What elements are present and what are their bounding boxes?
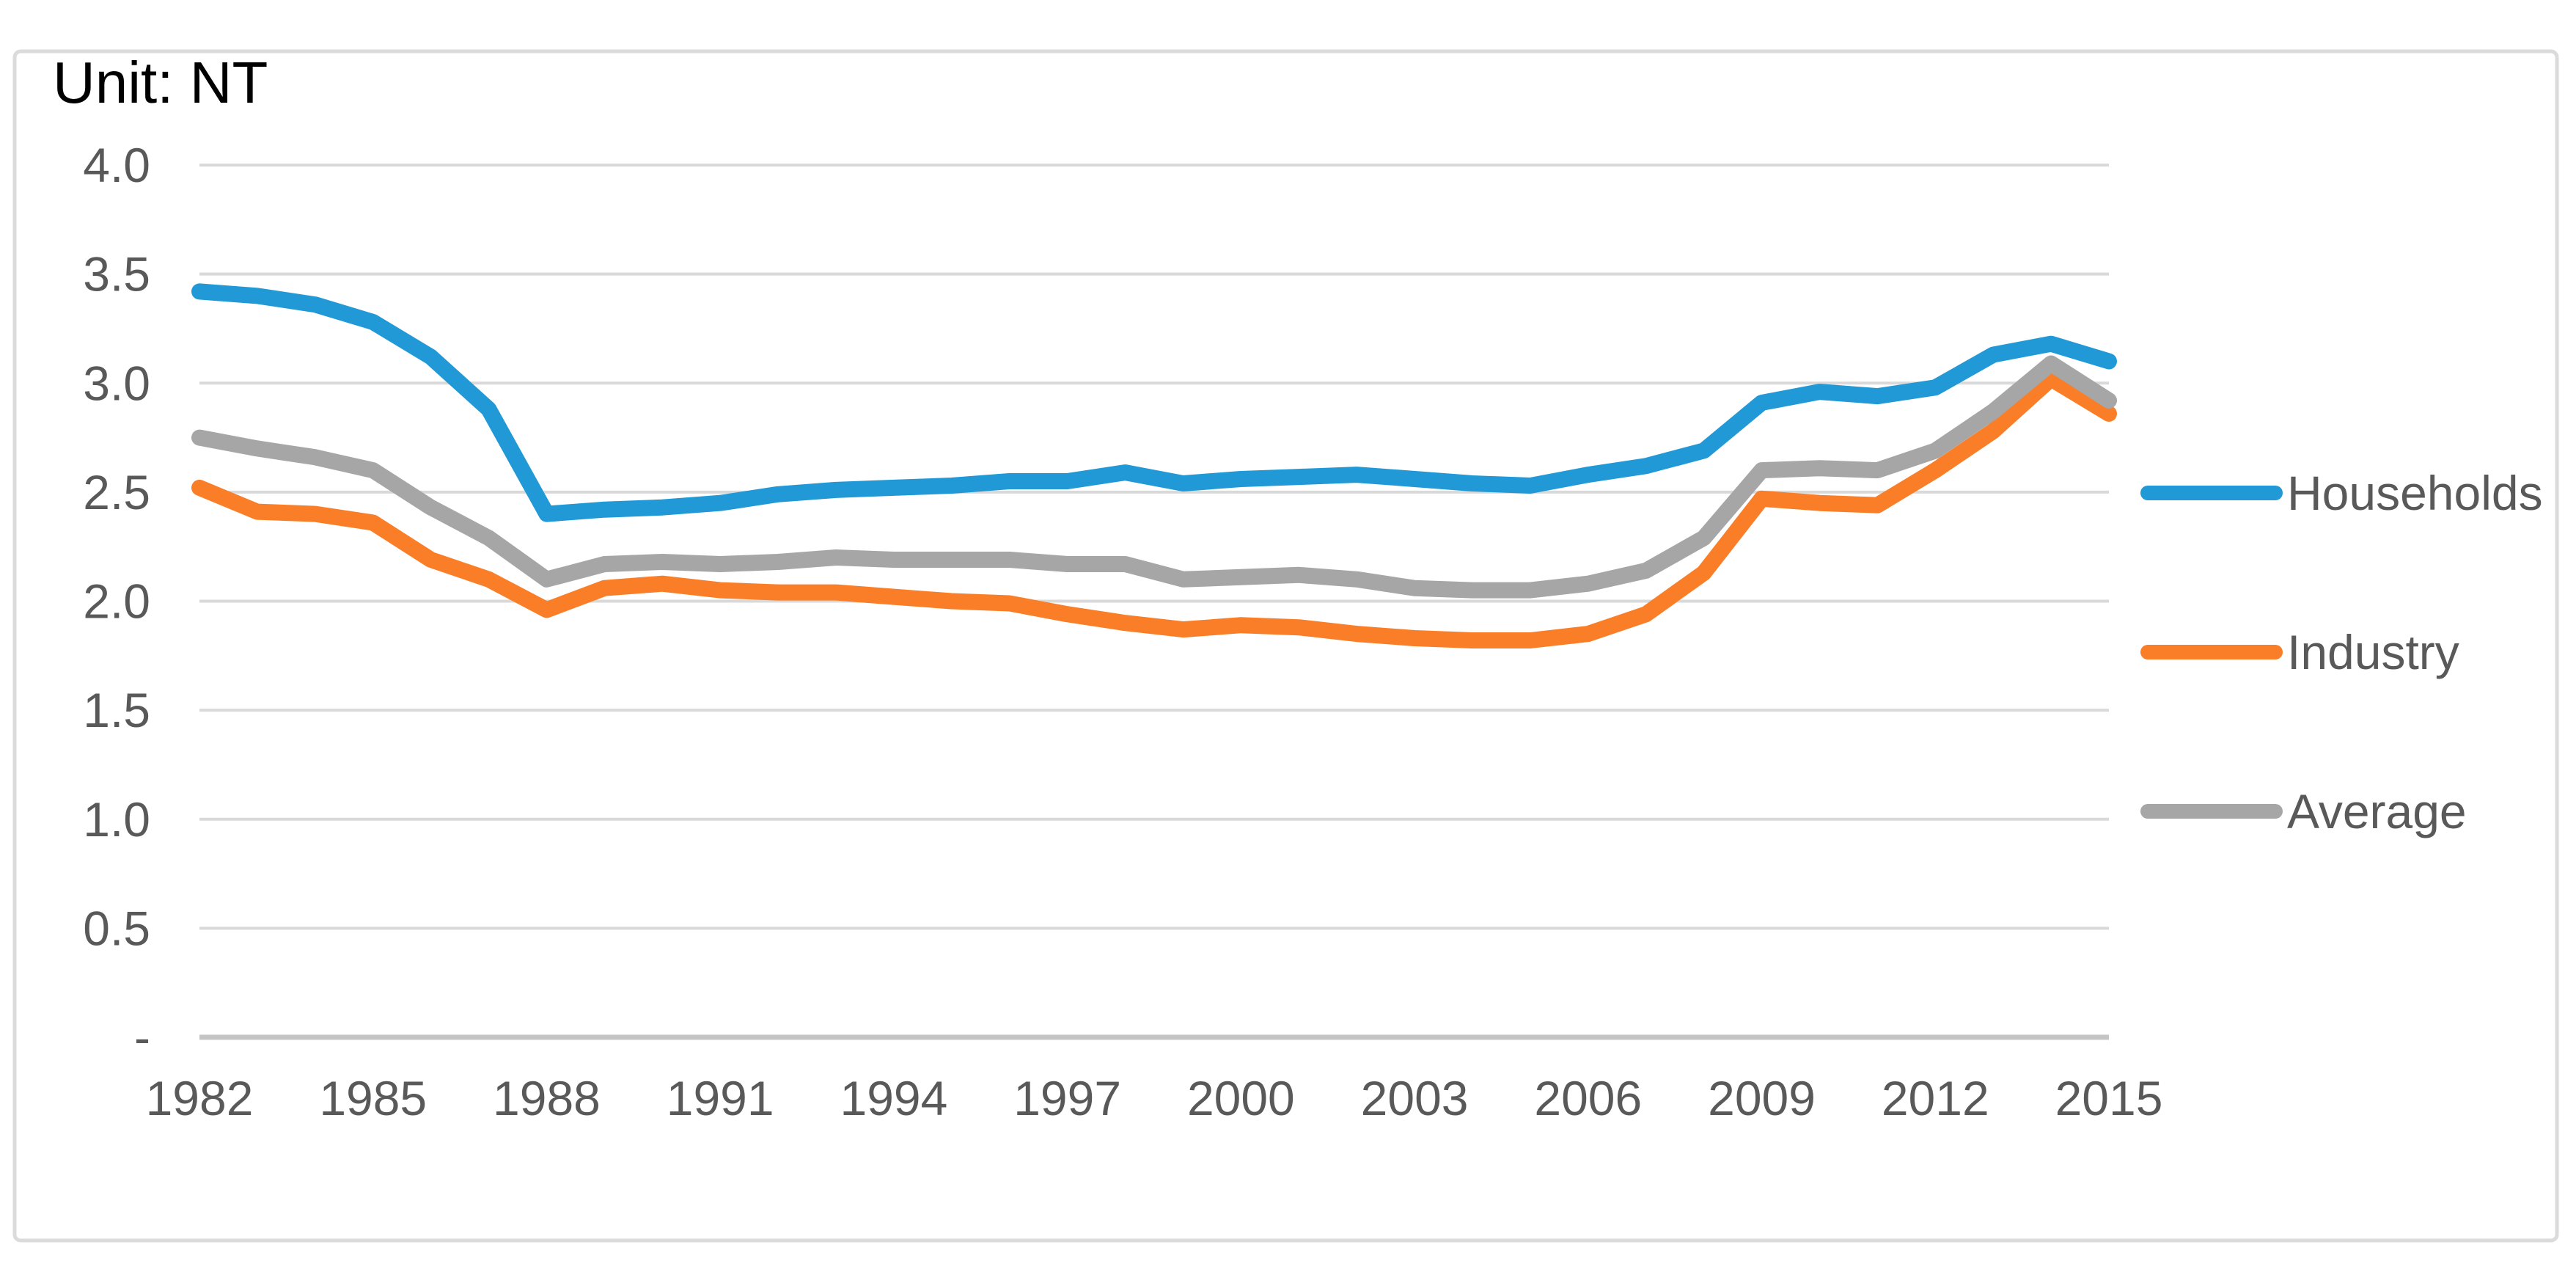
- industry-line: [191, 370, 2117, 648]
- x-tick-label: 1994: [840, 1071, 947, 1125]
- y-tick-label: 3.0: [83, 356, 150, 410]
- x-tick-label: 2000: [1187, 1071, 1295, 1125]
- legend-label-households: Households: [2287, 466, 2543, 520]
- y-tick-label: 2.0: [83, 574, 150, 629]
- chart-title: Unit: NT: [53, 50, 268, 115]
- x-axis-labels: 1982 1985 1988 1991 1994 1997 2000 2003 2006 2009…: [146, 1071, 2163, 1125]
- y-tick-label: 4.0: [83, 138, 150, 192]
- y-tick-label: 1.5: [83, 683, 150, 737]
- x-tick-label: 2012: [1882, 1071, 1989, 1125]
- average-line: [191, 355, 2117, 599]
- x-tick-label: 2006: [1534, 1071, 1642, 1125]
- legend-item-average: Average: [2140, 784, 2467, 838]
- series-lines: [191, 283, 2117, 648]
- y-tick-label: 0.5: [83, 901, 150, 955]
- y-tick-label: 3.5: [83, 247, 150, 301]
- legend-item-households: Households: [2140, 466, 2543, 520]
- x-tick-label: 1988: [493, 1071, 601, 1125]
- x-tick-label: 1985: [319, 1071, 427, 1125]
- y-tick-label: 1.0: [83, 792, 150, 847]
- legend-item-industry: Industry: [2140, 625, 2459, 679]
- gridlines: [199, 164, 2109, 1040]
- legend-label-average: Average: [2287, 784, 2467, 838]
- x-tick-label: 2009: [1708, 1071, 1816, 1125]
- x-tick-label: 1991: [667, 1071, 774, 1125]
- x-tick-label: 2003: [1361, 1071, 1469, 1125]
- y-axis-labels: 4.0 3.5 3.0 2.5 2.0 1.5 1.0 0.5 -: [83, 138, 150, 1064]
- x-tick-label: 1982: [146, 1071, 254, 1125]
- x-tick-label: 2015: [2055, 1071, 2163, 1125]
- households-line: [191, 283, 2117, 522]
- y-tick-label: 2.5: [83, 465, 150, 519]
- x-tick-label: 1997: [1013, 1071, 1121, 1125]
- y-tick-label: -: [134, 1010, 150, 1064]
- legend: Households Industry Average: [2140, 466, 2543, 838]
- legend-label-industry: Industry: [2287, 625, 2459, 679]
- chart-border: [12, 49, 2559, 1243]
